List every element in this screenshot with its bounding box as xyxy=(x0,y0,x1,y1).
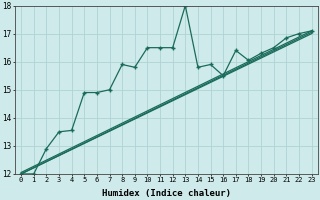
X-axis label: Humidex (Indice chaleur): Humidex (Indice chaleur) xyxy=(102,189,231,198)
